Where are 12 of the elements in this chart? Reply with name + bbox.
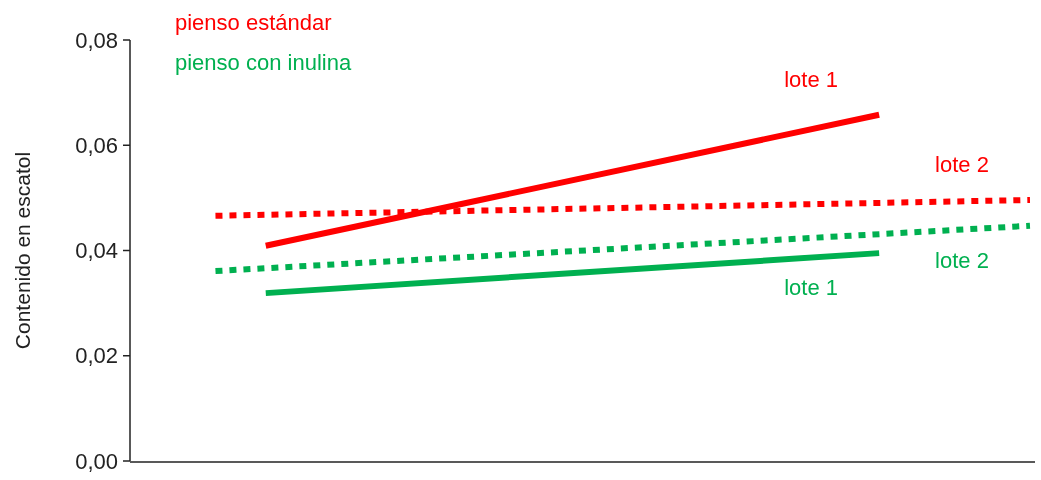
series-label: lote 2 [935,247,989,273]
series-label: lote 1 [784,66,839,92]
annotation: pienso con inulina [175,50,352,75]
y-tick-label: 0,02 [75,343,118,369]
y-tick-label: 0,06 [75,132,118,158]
text: pienso estándar [175,10,332,35]
series-label: lote 1 [784,275,839,301]
y-tick-label: 0,04 [75,238,118,264]
y-tick-label: 0,08 [75,27,118,53]
y-axis-title: Contenido en escatol [11,151,34,350]
series-label: lote 2 [935,151,989,177]
y-tick-label: 0,00 [75,448,118,474]
